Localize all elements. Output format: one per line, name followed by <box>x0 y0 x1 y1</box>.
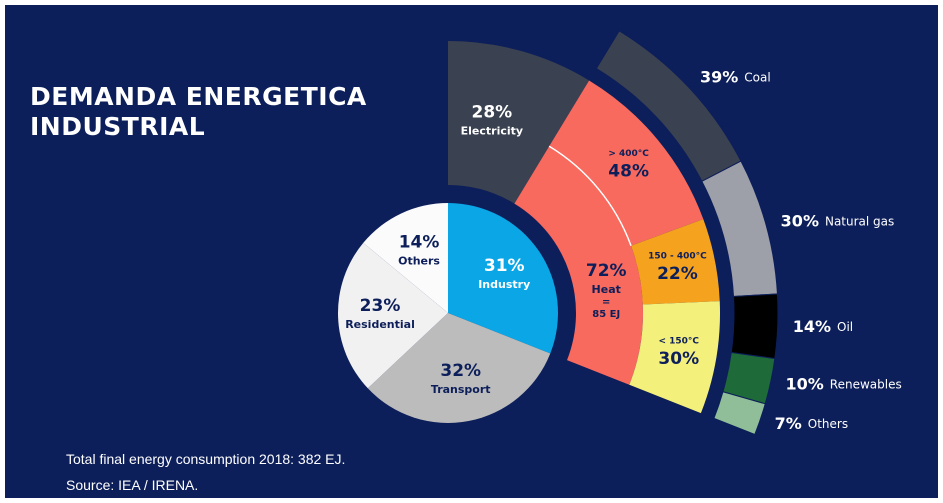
slice-value-label: 14% <box>399 232 440 252</box>
slice-label: Others <box>398 254 440 267</box>
heat-temperature-segment <box>631 219 720 305</box>
pie-slice <box>367 313 551 423</box>
pie-slice <box>448 203 558 354</box>
source-label: 14% Oil <box>793 316 853 335</box>
source-name: Coal <box>744 70 770 84</box>
source-value-label: 39% <box>700 67 738 86</box>
temperature-value-label: 48% <box>608 161 649 181</box>
slice-label: Residential <box>345 318 415 331</box>
source-label: 7% Others <box>775 414 849 433</box>
source-name: Oil <box>837 319 853 333</box>
heat-note: 85 EJ <box>592 309 620 320</box>
source-name: Renewables <box>830 377 902 391</box>
temperature-label: 150 - 400°C <box>648 251 707 261</box>
source-value-label: 7% <box>775 414 802 433</box>
source-value-label: 10% <box>786 374 824 393</box>
slice-value-label: 31% <box>484 256 525 276</box>
source-label: 30% Natural gas <box>781 211 895 230</box>
slice-value-label: 23% <box>360 296 401 316</box>
heat-temperature-segment <box>549 80 704 246</box>
temperature-value-label: 22% <box>657 264 698 284</box>
heat-value-label: 72% <box>586 261 627 281</box>
temperature-label: < 150°C <box>658 336 699 346</box>
source-name: Others <box>808 417 848 431</box>
source-label: 39% Coal <box>700 67 771 86</box>
temperature-value-label: 30% <box>658 349 699 369</box>
source-name: Natural gas <box>825 214 894 228</box>
pie-slice <box>363 203 448 313</box>
pie-slice <box>338 242 448 389</box>
slice-label: Transport <box>431 383 491 396</box>
slice-value-label: 32% <box>440 361 481 381</box>
source-note: Total final energy consumption 2018: 382… <box>66 451 346 493</box>
source-segment <box>713 391 766 436</box>
heat-note: = <box>602 297 610 308</box>
heat-temperature-segment <box>629 301 720 414</box>
electricity-segment <box>448 41 590 204</box>
divider-arc <box>548 145 632 246</box>
source-value-label: 14% <box>793 316 831 335</box>
electricity-value-label: 28% <box>472 102 513 122</box>
heat-label: Heat <box>592 283 621 296</box>
source-label: 10% Renewables <box>786 374 902 393</box>
electricity-label: Electricity <box>461 124 523 137</box>
source-segment <box>730 293 779 360</box>
chart-title: DEMANDA ENERGETICA INDUSTRIAL <box>30 82 367 141</box>
slice-label: Industry <box>478 278 530 291</box>
temperature-label: > 400°C <box>608 149 649 159</box>
source-value-label: 30% <box>781 211 819 230</box>
